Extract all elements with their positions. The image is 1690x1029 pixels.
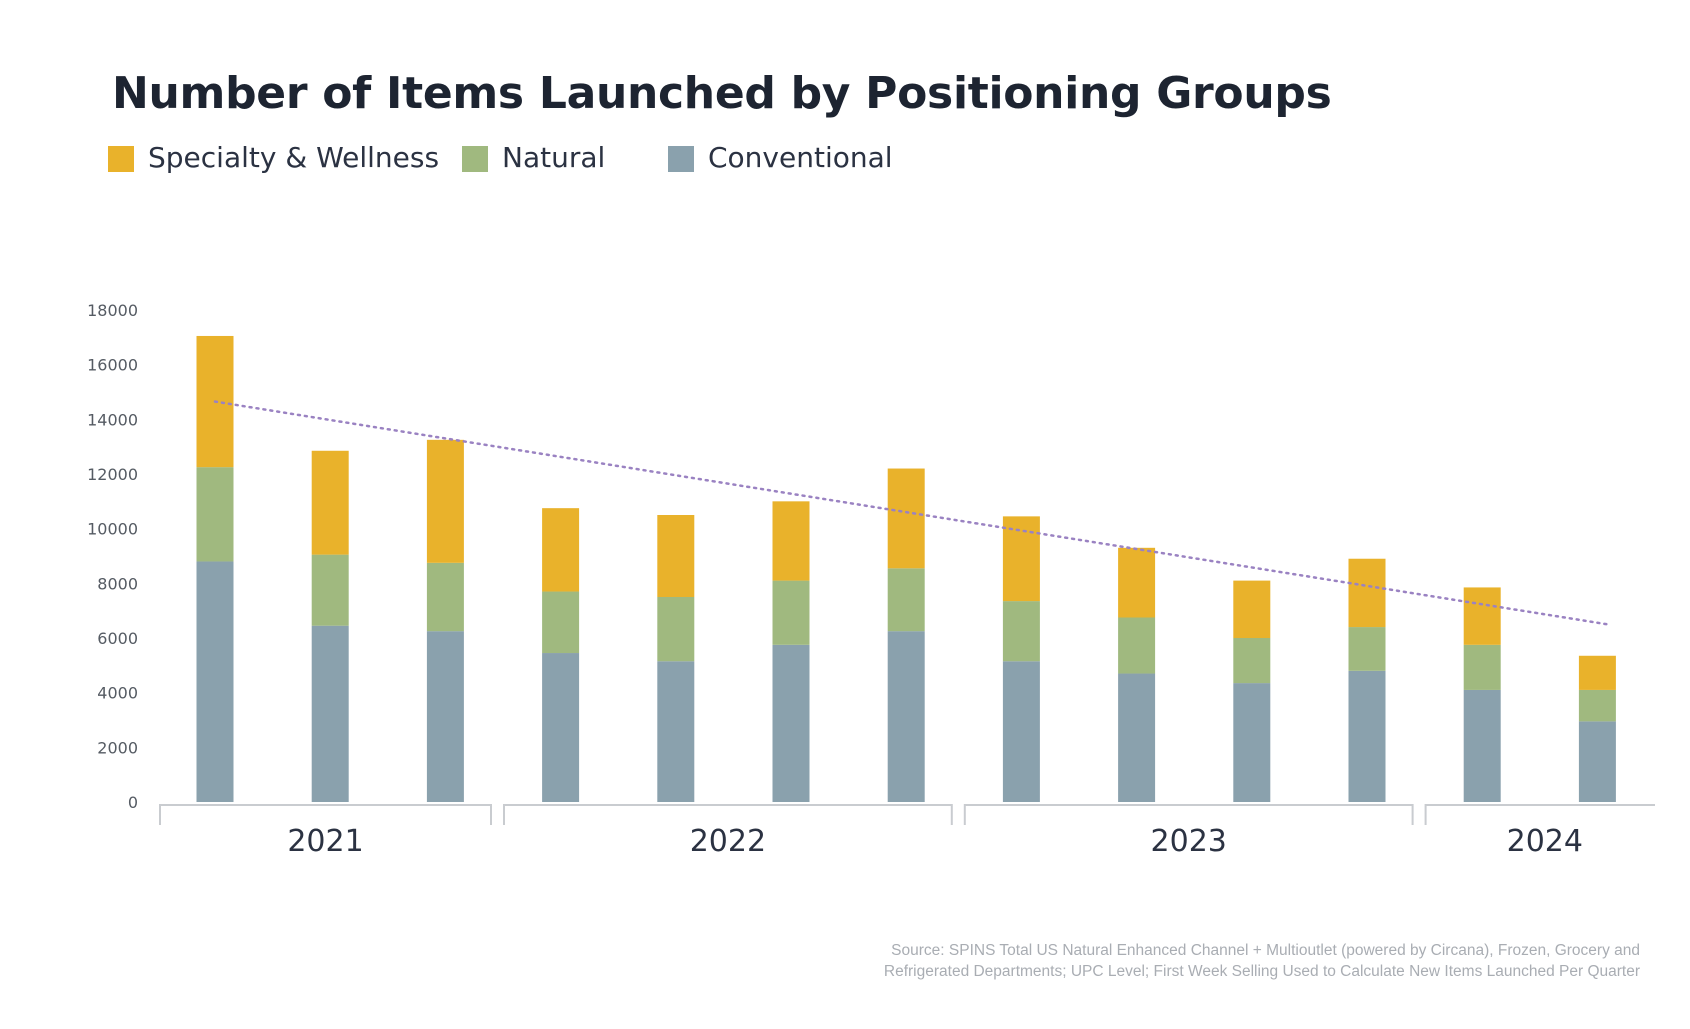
legend-label-specialty-wellness: Specialty & Wellness	[148, 141, 440, 174]
legend-label-conventional: Conventional	[708, 141, 893, 174]
year-label: 2023	[1151, 824, 1227, 859]
bar-segment-specialty-wellness	[1233, 580, 1271, 638]
bar-segment-specialty-wellness	[1463, 587, 1501, 645]
year-bracket	[159, 804, 492, 825]
bar-segment-conventional	[1578, 721, 1616, 802]
legend-swatch-natural	[462, 146, 488, 172]
chart-title: Number of Items Launched by Positioning …	[112, 68, 1332, 119]
year-bracket	[1424, 804, 1655, 825]
bar-segment-natural	[1348, 627, 1386, 671]
bar-segment-conventional	[196, 561, 234, 802]
year-bracket	[963, 804, 1414, 825]
bar-segment-specialty-wellness	[1348, 558, 1386, 628]
year-bracket	[503, 804, 953, 825]
bar-segment-natural	[657, 597, 695, 662]
y-tick-label: 0	[128, 793, 138, 812]
y-tick-label: 2000	[97, 738, 138, 757]
bar-segment-specialty-wellness	[311, 450, 349, 555]
bar-segment-specialty-wellness	[542, 508, 580, 592]
source-line-1: Source: SPINS Total US Natural Enhanced …	[891, 942, 1640, 959]
legend-swatch-specialty-wellness	[108, 146, 134, 172]
y-tick-label: 18000	[87, 301, 138, 320]
bar-segment-natural	[1233, 638, 1271, 684]
year-label: 2022	[690, 824, 766, 859]
trendline	[213, 400, 1609, 626]
bar-segment-natural	[887, 568, 925, 632]
bar-segment-specialty-wellness	[772, 501, 810, 581]
bar-segment-natural	[1578, 689, 1616, 722]
year-label: 2021	[287, 824, 363, 859]
bar-segment-specialty-wellness	[426, 439, 464, 563]
bar-segment-conventional	[887, 631, 925, 802]
bar-segment-natural	[1118, 617, 1156, 674]
bar-segment-specialty-wellness	[887, 468, 925, 569]
bar-segment-specialty-wellness	[1578, 655, 1616, 690]
bar-segment-natural	[1002, 601, 1040, 662]
bar-segment-natural	[311, 554, 349, 626]
bar-segment-natural	[542, 591, 580, 654]
bar-segment-natural	[1463, 644, 1501, 690]
y-tick-label: 12000	[87, 465, 138, 484]
bar-segment-conventional	[311, 625, 349, 802]
y-tick-label: 6000	[97, 629, 138, 648]
bar-segment-conventional	[1233, 683, 1271, 802]
y-tick-label: 4000	[97, 684, 138, 703]
legend-swatch-conventional	[668, 146, 694, 172]
bar-segment-conventional	[1348, 670, 1386, 802]
bar-segment-natural	[196, 467, 234, 562]
bar-segment-specialty-wellness	[1002, 516, 1040, 602]
y-tick-label: 8000	[97, 574, 138, 593]
bar-segment-conventional	[426, 631, 464, 802]
bar-segment-conventional	[542, 653, 580, 802]
bar-segment-natural	[772, 580, 810, 645]
bar-segment-conventional	[1118, 673, 1156, 802]
y-tick-label: 10000	[87, 520, 138, 539]
bar-segment-natural	[426, 562, 464, 632]
bar-segment-conventional	[772, 644, 810, 802]
bar-segment-conventional	[1002, 661, 1040, 802]
bar-segment-conventional	[657, 661, 695, 802]
bar-segment-conventional	[1463, 689, 1501, 802]
source-note: Source: SPINS Total US Natural Enhanced …	[740, 940, 1640, 982]
y-tick-label: 14000	[87, 410, 138, 429]
bar-segment-specialty-wellness	[657, 515, 695, 597]
bar-segment-specialty-wellness	[1118, 547, 1156, 618]
legend-label-natural: Natural	[502, 141, 606, 174]
y-tick-label: 16000	[87, 356, 138, 375]
source-line-2: Refrigerated Departments; UPC Level; Fir…	[883, 963, 1640, 980]
year-label: 2024	[1507, 824, 1583, 859]
